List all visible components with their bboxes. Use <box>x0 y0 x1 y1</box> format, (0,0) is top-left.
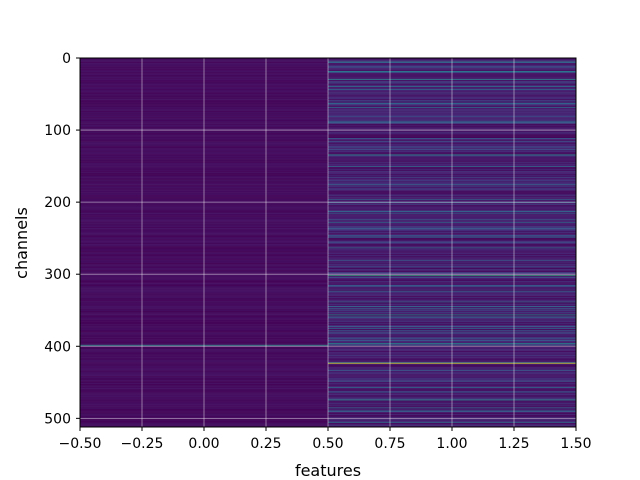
y-tick-label: 400 <box>44 339 71 355</box>
y-tick-label: 300 <box>44 267 71 283</box>
x-tick-label: 1.00 <box>436 436 467 452</box>
x-axis-label: features <box>295 461 361 480</box>
x-tick-label: 0.25 <box>250 436 281 452</box>
y-tick-label: 0 <box>62 51 71 67</box>
x-tick-label: 0.00 <box>188 436 219 452</box>
x-tick-label: 1.50 <box>560 436 591 452</box>
x-tick-label: 0.75 <box>374 436 405 452</box>
x-tick-label: −0.25 <box>121 436 164 452</box>
y-tick-label: 200 <box>44 195 71 211</box>
y-axis-label: channels <box>12 207 31 279</box>
y-tick-label: 500 <box>44 411 71 427</box>
y-axis-ticks: 0 100 200 300 400 500 <box>44 51 80 427</box>
x-axis-ticks: −0.50 −0.25 0.00 0.25 0.50 0.75 1.00 1.25 1.50 <box>59 427 592 452</box>
x-tick-label: 0.50 <box>312 436 343 452</box>
x-tick-label: −0.50 <box>59 436 102 452</box>
y-tick-label: 100 <box>44 123 71 139</box>
x-tick-label: 1.25 <box>498 436 529 452</box>
